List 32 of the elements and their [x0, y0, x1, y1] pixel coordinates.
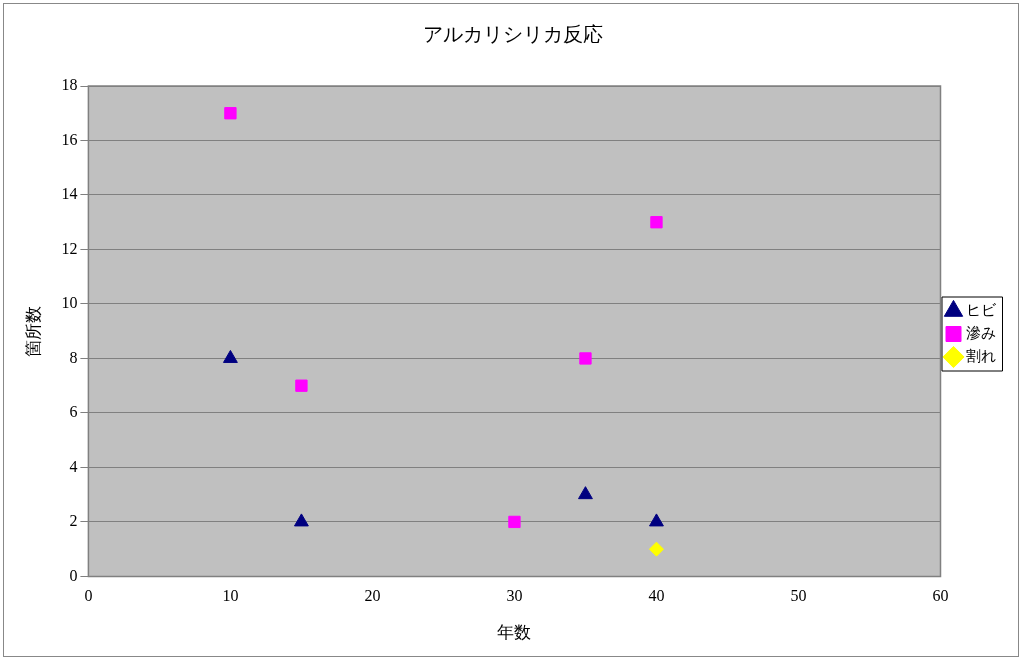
- x-axis-title: 年数: [497, 622, 532, 643]
- point: [578, 486, 593, 500]
- point: [650, 216, 663, 229]
- point: [224, 107, 237, 120]
- y-tick-label: 8: [69, 348, 78, 366]
- y-tick-label: 0: [69, 566, 78, 584]
- legend-label: 割れ: [966, 346, 996, 365]
- point: [508, 515, 521, 529]
- x-tick-label: 40: [648, 587, 665, 605]
- x-tick-label: 20: [364, 587, 381, 605]
- point: [295, 379, 308, 392]
- point: [649, 513, 664, 527]
- point: [648, 541, 664, 557]
- y-axis-title: 箇所数: [22, 305, 43, 357]
- x-tick-label: 30: [506, 587, 523, 605]
- legend-label: 滲み: [966, 323, 996, 342]
- y-tick-label: 14: [61, 185, 78, 203]
- y-tick-label: 10: [61, 294, 78, 312]
- y-tick-label: 2: [69, 512, 78, 530]
- y-tick-label: 16: [61, 130, 78, 148]
- y-tick-label: 12: [61, 239, 78, 257]
- legend-label: ヒビ: [966, 300, 997, 319]
- x-tick-label: 50: [790, 587, 807, 605]
- y-tick-label: 18: [61, 76, 78, 94]
- x-tick-label: 60: [932, 587, 949, 605]
- chart-title: アルカリシリカ反応: [423, 22, 603, 47]
- y-tick-label: 6: [69, 403, 78, 421]
- x-tick-label: 10: [222, 587, 239, 605]
- y-tick-label: 4: [69, 457, 78, 475]
- x-tick-label: 0: [84, 587, 93, 605]
- point: [579, 352, 592, 365]
- point: [294, 513, 309, 527]
